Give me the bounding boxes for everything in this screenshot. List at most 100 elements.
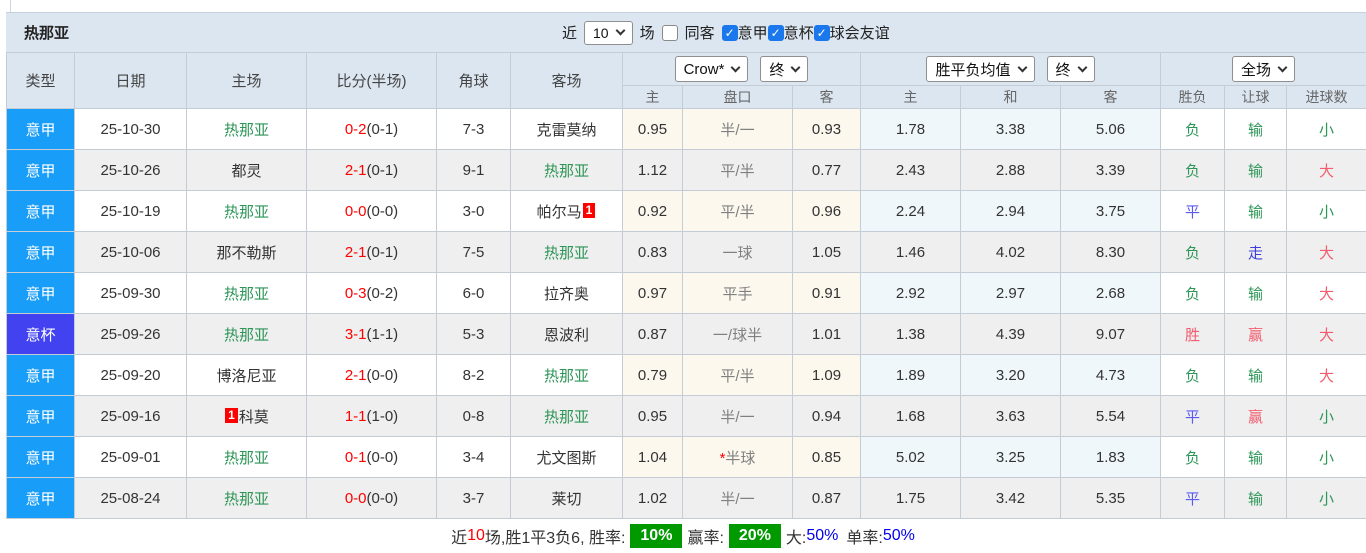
result-goals: 小: [1287, 478, 1366, 519]
summary-record: 场,胜1平3负6, 胜率:: [485, 524, 625, 548]
score-cell: 2-1(0-1): [307, 232, 437, 273]
fulltime-score: 2-1: [345, 367, 367, 384]
home-team-cell: 热那亚: [187, 478, 307, 519]
odds-state-select[interactable]: 终: [760, 56, 808, 82]
result-wdl: 负: [1161, 232, 1225, 273]
result-wdl: 负: [1161, 150, 1225, 191]
handicap-line: 平手: [683, 273, 793, 314]
match-table-body: 意甲 25-10-30 热那亚 0-2(0-1) 7-3 克雷莫纳 0.95 半…: [7, 109, 1366, 519]
fulltime-score: 0-0: [345, 203, 367, 220]
score-cell: 0-1(0-0): [307, 437, 437, 478]
chevron-down-icon: [1077, 62, 1087, 72]
result-goals: 小: [1287, 437, 1366, 478]
europe-mean-select[interactable]: 胜平负均值: [926, 56, 1034, 82]
win-rate-badge: 10%: [630, 524, 682, 548]
europe-state-select[interactable]: 终: [1047, 56, 1095, 82]
match-date: 25-09-20: [75, 355, 187, 396]
recent-label: 近: [562, 22, 577, 43]
result-wdl: 胜: [1161, 314, 1225, 355]
club-friendly-checkbox[interactable]: [814, 25, 830, 41]
header-score: 比分(半场): [307, 53, 437, 109]
handicap-text: 平/半: [720, 368, 754, 385]
filter-controls: 近 10 场 同客 意甲 意杯 球会友谊: [562, 21, 890, 45]
halftime-score: (1-0): [367, 408, 399, 425]
corner-count: 3-0: [437, 191, 511, 232]
profit-rate-badge: 20%: [729, 524, 781, 548]
away-win-odds: 5.06: [1061, 109, 1161, 150]
away-win-odds: 3.75: [1061, 191, 1161, 232]
handicap-line: 平/半: [683, 355, 793, 396]
match-date: 25-08-24: [75, 478, 187, 519]
home-win-odds: 2.92: [861, 273, 961, 314]
page-top-strip: [0, 0, 1366, 12]
away-handicap-odds: 0.91: [793, 273, 861, 314]
home-team-name: 热那亚: [224, 327, 269, 344]
scope-select[interactable]: 全场: [1232, 56, 1295, 82]
corner-count: 0-8: [437, 396, 511, 437]
result-handicap: 输: [1225, 437, 1287, 478]
europe-state-value: 终: [1056, 59, 1071, 80]
draw-odds: 2.94: [961, 191, 1061, 232]
handicap-line: *半球: [683, 437, 793, 478]
draw-odds: 3.20: [961, 355, 1061, 396]
result-wdl: 平: [1161, 191, 1225, 232]
corner-count: 7-3: [437, 109, 511, 150]
subheader-crow-handicap: 盘口: [683, 86, 793, 109]
match-date: 25-10-26: [75, 150, 187, 191]
score-cell: 0-0(0-0): [307, 191, 437, 232]
recent-count-select[interactable]: 10: [584, 21, 633, 45]
draw-odds: 4.39: [961, 314, 1061, 355]
match-row: 意甲 25-10-30 热那亚 0-2(0-1) 7-3 克雷莫纳 0.95 半…: [7, 109, 1366, 150]
home-win-odds: 2.24: [861, 191, 961, 232]
away-team-name: 恩波利: [544, 327, 589, 344]
odds-state-value: 终: [769, 59, 784, 80]
chevron-down-icon: [731, 62, 741, 72]
handicap-line: 平/半: [683, 191, 793, 232]
halftime-score: (0-1): [367, 121, 399, 138]
header-corner: 角球: [437, 53, 511, 109]
italy-cup-checkbox[interactable]: [768, 25, 784, 41]
league-type-badge: 意甲: [7, 150, 75, 191]
header-away: 客场: [511, 53, 623, 109]
handicap-text: 半/一: [720, 122, 754, 139]
handicap-text: 一/球半: [713, 327, 762, 344]
home-win-odds: 1.68: [861, 396, 961, 437]
result-goals: 大: [1287, 355, 1366, 396]
draw-odds: 2.97: [961, 273, 1061, 314]
score-cell: 2-1(0-1): [307, 150, 437, 191]
handicap-line: 平/半: [683, 150, 793, 191]
home-team-cell: 热那亚: [187, 191, 307, 232]
result-goals: 大: [1287, 232, 1366, 273]
same-away-label: 同客: [685, 22, 715, 43]
big-rate: 50%: [806, 527, 838, 545]
home-win-odds: 1.89: [861, 355, 961, 396]
match-row: 意甲 25-10-06 那不勒斯 2-1(0-1) 7-5 热那亚 0.83 一…: [7, 232, 1366, 273]
away-win-odds: 2.68: [1061, 273, 1161, 314]
bookmaker-select[interactable]: Crow*: [675, 56, 749, 82]
away-win-odds: 1.83: [1061, 437, 1161, 478]
fulltime-score: 0-1: [345, 449, 367, 466]
result-handicap: 输: [1225, 109, 1287, 150]
fulltime-score: 1-1: [345, 408, 367, 425]
away-win-odds: 5.54: [1061, 396, 1161, 437]
halftime-score: (0-0): [367, 203, 399, 220]
handicap-odds-group-header: Crow* 终: [623, 53, 861, 86]
home-team-cell: 热那亚: [187, 437, 307, 478]
score-cell: 3-1(1-1): [307, 314, 437, 355]
handicap-text: 半/一: [720, 409, 754, 426]
result-handicap: 输: [1225, 478, 1287, 519]
home-win-odds: 1.38: [861, 314, 961, 355]
handicap-text: 平手: [722, 286, 752, 303]
score-cell: 2-1(0-0): [307, 355, 437, 396]
away-handicap-odds: 0.77: [793, 150, 861, 191]
away-team-name: 帕尔马: [537, 204, 582, 221]
match-date: 25-10-19: [75, 191, 187, 232]
league-type-badge: 意杯: [7, 314, 75, 355]
away-team-cell: 热那亚: [511, 396, 623, 437]
serie-a-checkbox[interactable]: [722, 25, 738, 41]
same-away-checkbox[interactable]: [662, 25, 678, 41]
header-home: 主场: [187, 53, 307, 109]
away-win-odds: 5.35: [1061, 478, 1161, 519]
europe-odds-group-header: 胜平负均值 终: [861, 53, 1161, 86]
